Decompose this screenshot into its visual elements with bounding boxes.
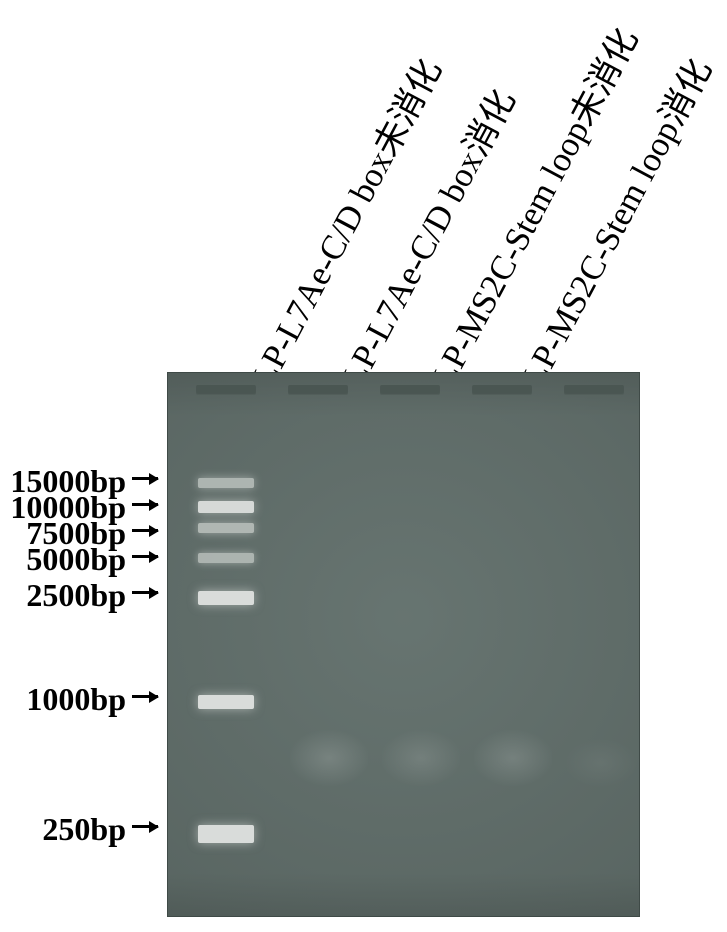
marker-arrow-250bp <box>132 825 158 828</box>
gel-image <box>167 372 640 917</box>
gel-well-1 <box>196 385 256 395</box>
lane-smear-4 <box>566 733 636 793</box>
lane-labels-group: VLP-L7Ae-C/D box未消化VLP-L7Ae-C/D box消化VLP… <box>0 0 727 380</box>
ladder-band-5000bp <box>198 553 254 563</box>
gel-well-4 <box>472 385 532 395</box>
marker-label-250bp: 250bp <box>42 811 126 848</box>
gel-figure: VLP-L7Ae-C/D box未消化VLP-L7Ae-C/D box消化VLP… <box>0 0 727 932</box>
marker-label-1000bp: 1000bp <box>26 681 126 718</box>
lane-smear-1 <box>290 723 368 793</box>
ladder-band-10000bp <box>198 501 254 513</box>
marker-arrow-1000bp <box>132 695 158 698</box>
marker-label-2500bp: 2500bp <box>26 577 126 614</box>
ladder-band-7500bp <box>198 523 254 533</box>
lane-smear-3 <box>474 723 552 793</box>
gel-well-3 <box>380 385 440 395</box>
marker-label-5000bp: 5000bp <box>26 541 126 578</box>
gel-well-5 <box>564 385 624 395</box>
gel-well-2 <box>288 385 348 395</box>
ladder-band-15000bp <box>198 478 254 488</box>
marker-arrow-15000bp <box>132 477 158 480</box>
ladder-band-250bp <box>198 825 254 843</box>
ladder-band-1000bp <box>198 695 254 709</box>
marker-arrow-10000bp <box>132 503 158 506</box>
lane-smear-2 <box>382 723 460 793</box>
ladder-band-2500bp <box>198 591 254 605</box>
marker-arrow-5000bp <box>132 555 158 558</box>
marker-arrow-7500bp <box>132 529 158 532</box>
marker-arrow-2500bp <box>132 591 158 594</box>
